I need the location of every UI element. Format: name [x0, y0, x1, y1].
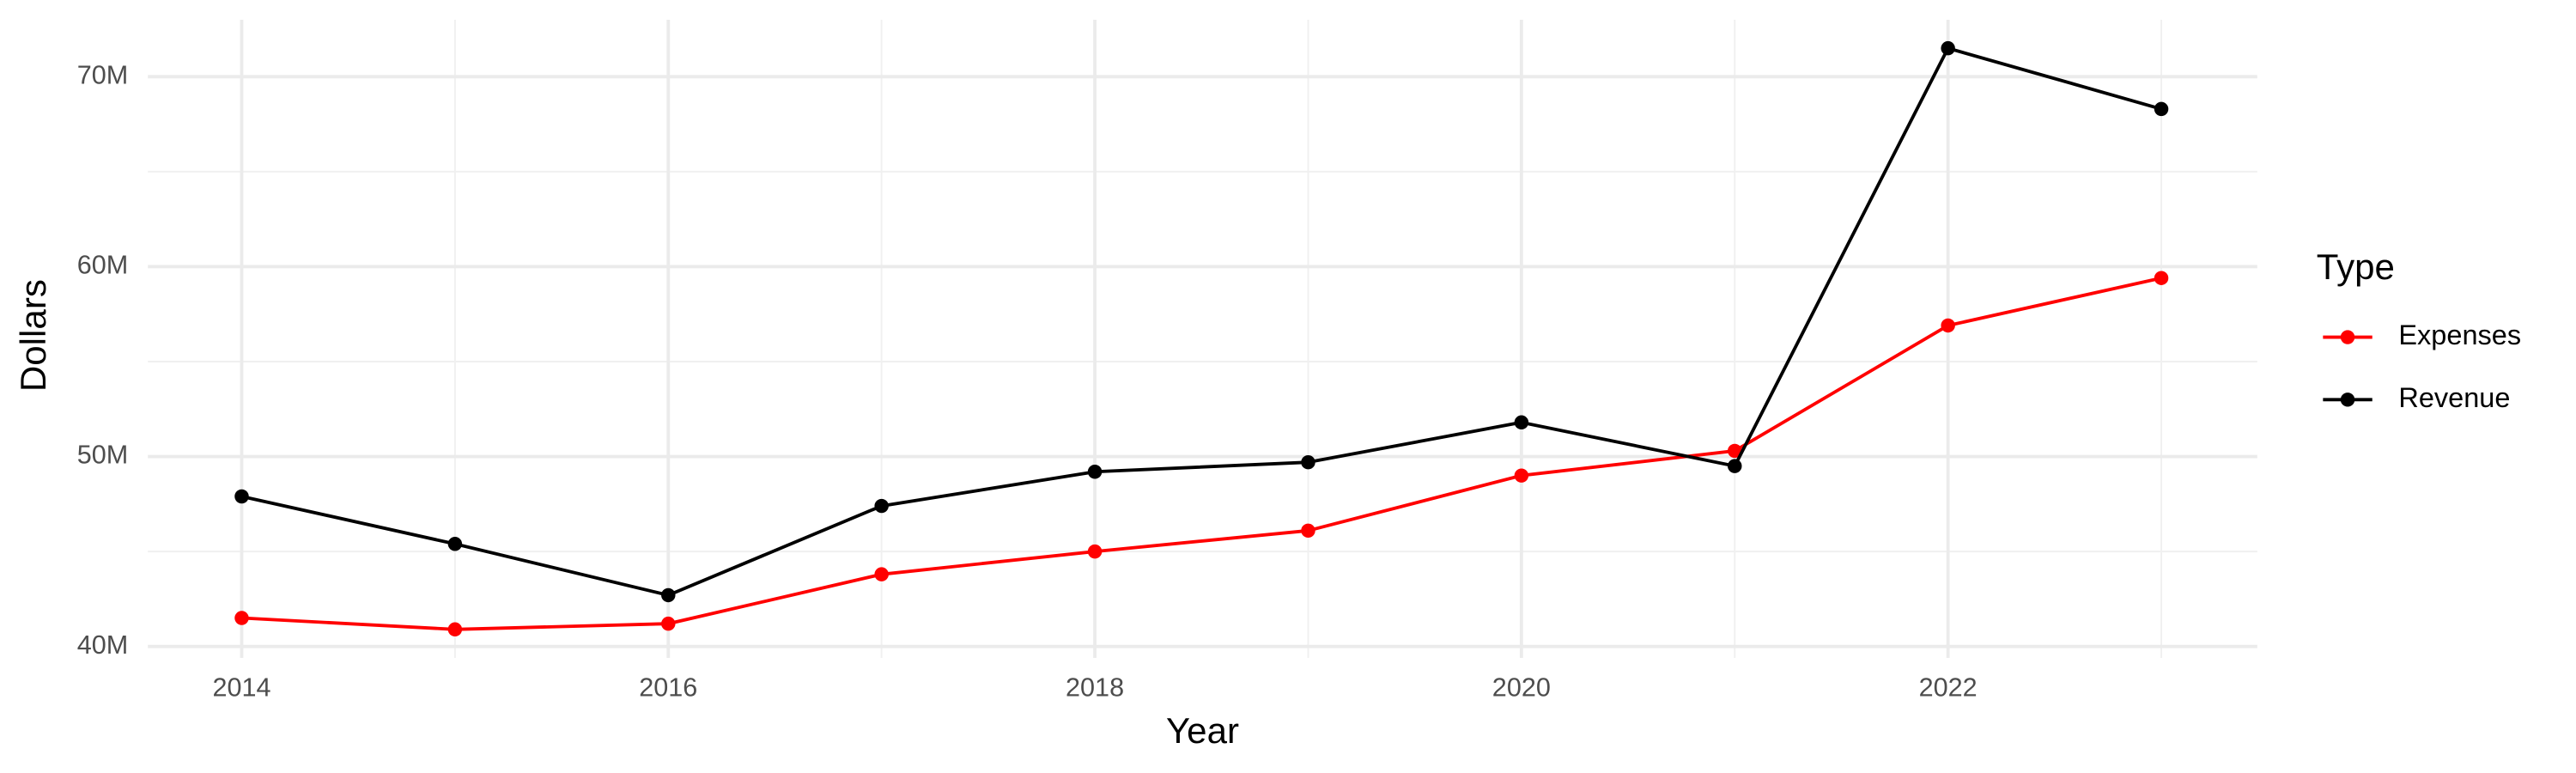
- point: [874, 498, 889, 514]
- x-tick-label: 2020: [1492, 673, 1551, 702]
- point: [1514, 468, 1529, 483]
- point: [1301, 523, 1315, 539]
- legend-label: Revenue: [2398, 382, 2510, 413]
- y-tick-label: 60M: [77, 251, 129, 280]
- point: [234, 489, 249, 504]
- y-axis-title: Dollars: [13, 279, 53, 392]
- legend-title: Type: [2317, 247, 2395, 287]
- point: [447, 537, 463, 551]
- point: [874, 567, 889, 581]
- point: [1728, 443, 1742, 459]
- point: [234, 611, 249, 625]
- x-axis-title: Year: [1166, 710, 1239, 751]
- point: [1941, 40, 1955, 56]
- line: [241, 46, 2162, 597]
- point: [661, 616, 676, 631]
- legend-label: Expenses: [2398, 320, 2521, 350]
- point: [661, 587, 676, 603]
- point: [1514, 415, 1529, 429]
- x-tick-label: 2016: [639, 673, 697, 702]
- x-tick-label: 2018: [1066, 673, 1124, 702]
- point: [2154, 271, 2169, 285]
- point: [1941, 318, 1955, 333]
- point: [2154, 101, 2169, 117]
- line: [241, 276, 2162, 631]
- point: [447, 622, 463, 637]
- legend-point: [2340, 330, 2355, 344]
- point: [1301, 454, 1315, 470]
- point: [1087, 465, 1103, 479]
- x-tick-label: 2022: [1919, 673, 1978, 702]
- x-tick-label: 2014: [212, 673, 270, 702]
- y-tick-label: 40M: [77, 630, 129, 660]
- y-tick-label: 70M: [77, 60, 129, 89]
- y-tick-label: 50M: [77, 441, 129, 470]
- legend-point: [2340, 393, 2355, 407]
- point: [1087, 544, 1103, 559]
- point: [1728, 459, 1742, 473]
